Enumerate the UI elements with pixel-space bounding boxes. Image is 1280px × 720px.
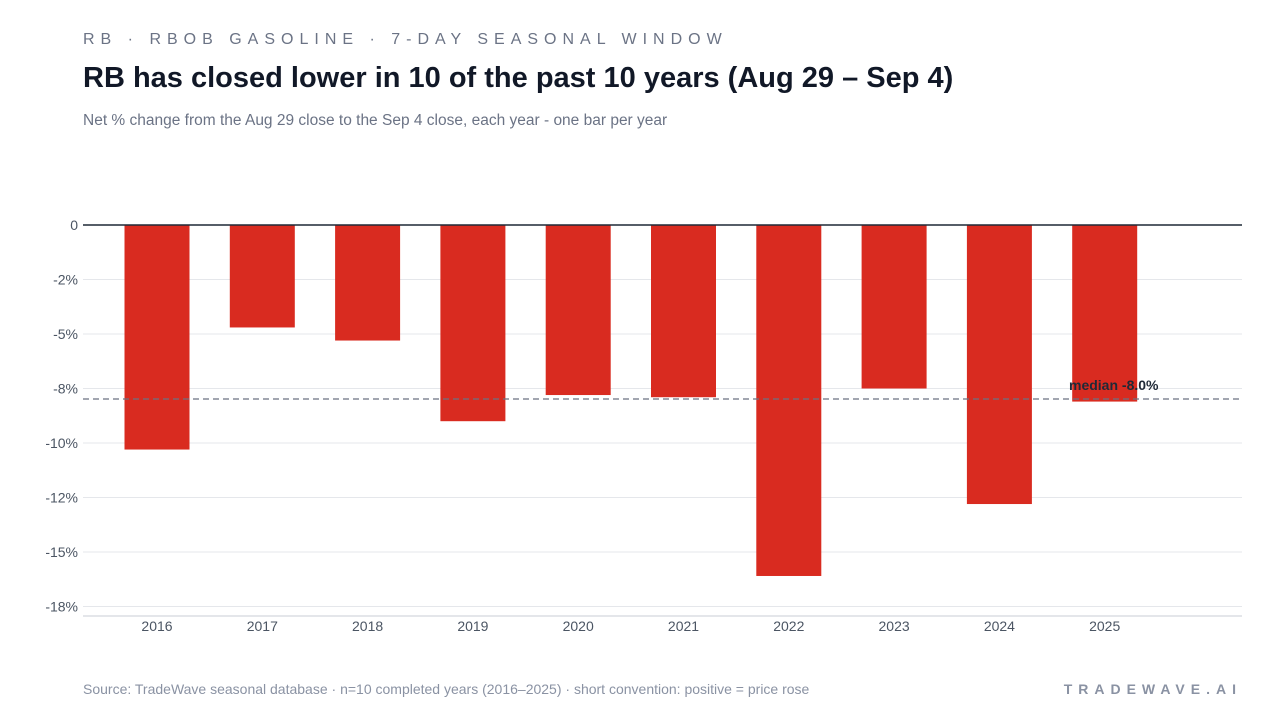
bar-2022: [756, 225, 822, 576]
x-tick-label: 2021: [668, 618, 699, 634]
x-tick-label: 2024: [984, 618, 1015, 634]
x-tick-label: 2023: [879, 618, 910, 634]
bar-2021: [651, 225, 716, 398]
x-tick-label: 2018: [352, 618, 383, 634]
brand-logo-text: TRADEWAVE.AI: [1063, 681, 1242, 697]
chart-subtitle: Net % change from the Aug 29 close to th…: [83, 112, 668, 129]
bar-2017: [229, 225, 295, 328]
y-tick-label: 0: [70, 217, 78, 233]
y-tick-label: -12%: [45, 490, 78, 506]
bar-2024: [966, 225, 1032, 505]
y-tick-label: -8%: [53, 381, 78, 397]
chart-eyebrow: RB · RBOB GASOLINE · 7-DAY SEASONAL WIND…: [83, 31, 728, 48]
x-tick-label: 2020: [563, 618, 594, 634]
x-tick-label: 2022: [773, 618, 804, 634]
bar-2016: [124, 225, 190, 450]
y-tick-label: -10%: [45, 435, 78, 451]
source-note: Source: TradeWave seasonal database · n=…: [83, 681, 810, 697]
bar-2019: [440, 225, 506, 422]
x-tick-label: 2019: [457, 618, 488, 634]
bar-2025: [1072, 225, 1138, 402]
y-tick-label: -2%: [53, 272, 78, 288]
y-tick-label: -18%: [45, 599, 78, 615]
bar-2018: [335, 225, 401, 341]
bar-2020: [545, 225, 611, 396]
chart-title: RB has closed lower in 10 of the past 10…: [83, 62, 954, 94]
x-tick-label: 2025: [1089, 618, 1120, 634]
y-tick-label: -5%: [53, 326, 78, 342]
y-tick-label: -15%: [45, 544, 78, 560]
x-tick-label: 2016: [141, 618, 172, 634]
x-tick-label: 2017: [247, 618, 278, 634]
bar-2023: [861, 225, 927, 389]
median-label: median -8.0%: [1069, 377, 1159, 393]
